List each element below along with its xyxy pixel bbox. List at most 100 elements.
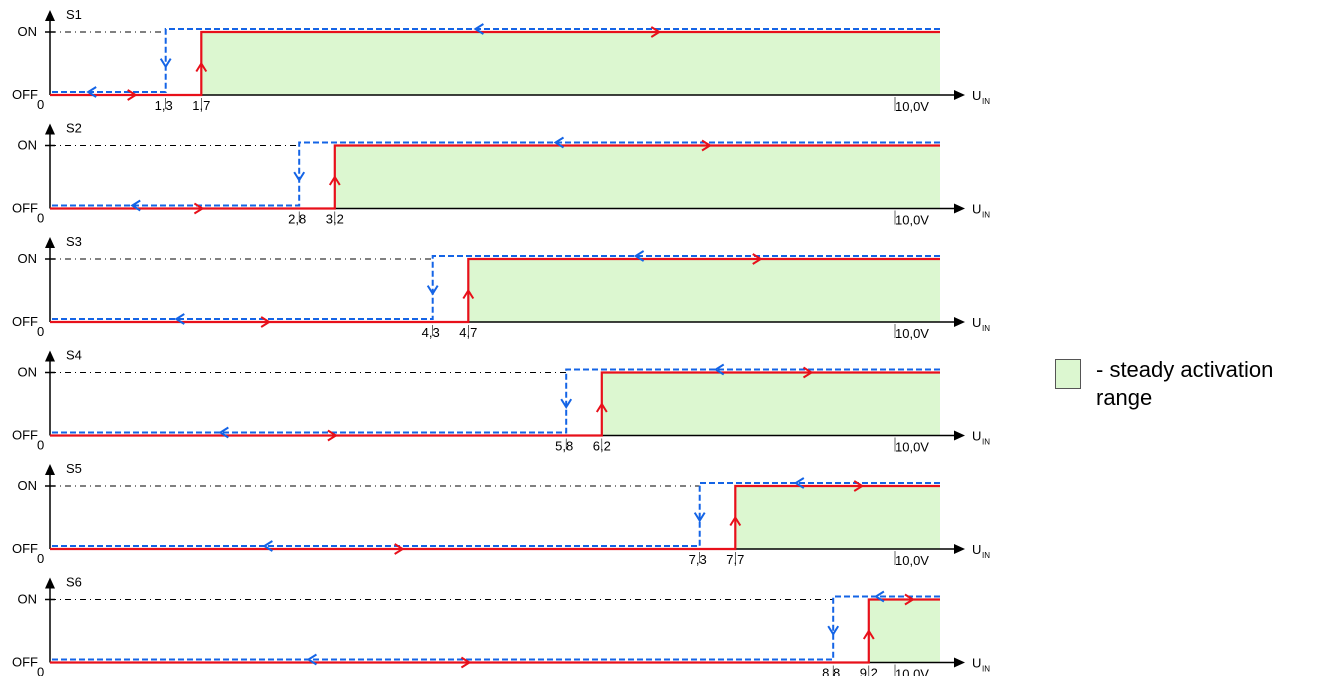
x-axis-arrow-icon xyxy=(954,544,965,554)
direction-arrow-down xyxy=(159,58,172,69)
x-unit-label: U xyxy=(972,429,981,444)
origin-label: 0 xyxy=(37,97,44,112)
direction-arrow-up xyxy=(595,402,608,413)
x-unit-label: U xyxy=(972,88,981,103)
x-unit-subscript: IN xyxy=(982,438,990,447)
direction-arrow-left xyxy=(86,86,97,98)
x-end-label: 10,0V xyxy=(895,213,929,228)
on-label: ON xyxy=(18,592,38,607)
on-label: ON xyxy=(18,251,38,266)
direction-arrow-left xyxy=(793,477,805,489)
off-threshold-label: 8,8 xyxy=(822,666,840,676)
x-unit-subscript: IN xyxy=(982,324,990,333)
x-end-label: 10,0V xyxy=(895,326,929,341)
x-unit-subscript: IN xyxy=(982,551,990,560)
x-end-label: 10,0V xyxy=(895,99,929,114)
y-axis-arrow-icon xyxy=(45,577,55,589)
x-unit-subscript: IN xyxy=(982,665,990,674)
x-unit-subscript: IN xyxy=(982,97,990,106)
off-label: OFF xyxy=(12,655,38,670)
direction-arrow-left xyxy=(473,23,484,35)
off-threshold-label: 1,3 xyxy=(155,98,173,113)
x-axis-arrow-icon xyxy=(954,317,965,327)
steady-activation-range xyxy=(868,599,940,663)
direction-arrow-down xyxy=(293,171,306,183)
origin-label: 0 xyxy=(37,324,44,339)
direction-arrow-left xyxy=(262,540,273,552)
steady-activation-range xyxy=(735,486,940,549)
direction-arrow-right xyxy=(853,480,865,492)
direction-arrow-left xyxy=(306,653,317,666)
x-unit-subscript: IN xyxy=(982,211,990,220)
direction-arrow-up xyxy=(729,515,742,527)
direction-arrow-right xyxy=(193,202,205,215)
origin-label: 0 xyxy=(37,438,44,453)
x-axis-arrow-icon xyxy=(954,430,965,441)
legend-swatch xyxy=(1055,359,1081,389)
switch-name-label: S1 xyxy=(66,7,82,22)
y-axis-arrow-icon xyxy=(45,10,55,21)
falling-path-line xyxy=(50,141,940,207)
y-axis-arrow-icon xyxy=(45,237,55,248)
steady-activation-range xyxy=(334,145,940,209)
direction-arrow-right xyxy=(904,593,915,606)
y-axis-arrow-icon xyxy=(45,464,55,475)
off-label: OFF xyxy=(12,201,38,216)
direction-arrow-left xyxy=(553,136,565,149)
x-unit-label: U xyxy=(972,656,981,671)
direction-arrow-left xyxy=(218,426,229,439)
x-axis-arrow-icon xyxy=(954,203,965,214)
falling-path-line xyxy=(50,595,940,661)
on-label: ON xyxy=(18,138,38,153)
direction-arrow-right xyxy=(802,366,814,379)
falling-path-line xyxy=(50,255,940,320)
direction-arrow-right xyxy=(327,429,338,442)
x-end-label: 10,0V xyxy=(895,553,929,568)
falling-path-line xyxy=(50,28,940,93)
direction-arrow-up xyxy=(862,629,875,640)
direction-arrow-right xyxy=(394,543,405,555)
off-threshold-label: 5,8 xyxy=(555,439,573,454)
off-label: OFF xyxy=(12,541,38,556)
direction-arrow-right xyxy=(460,656,472,669)
off-label: OFF xyxy=(12,428,38,443)
x-end-label: 10,0V xyxy=(895,667,929,676)
direction-arrow-right xyxy=(752,253,763,265)
x-unit-label: U xyxy=(972,542,981,557)
off-label: OFF xyxy=(12,314,38,329)
direction-arrow-right xyxy=(650,26,662,38)
direction-arrow-left xyxy=(174,313,185,325)
origin-label: 0 xyxy=(37,551,44,566)
direction-arrow-up xyxy=(462,288,475,300)
origin-label: 0 xyxy=(37,665,44,676)
off-threshold-label: 7,3 xyxy=(689,552,707,567)
direction-arrow-down xyxy=(426,285,439,296)
on-label: ON xyxy=(18,365,38,380)
direction-arrow-up xyxy=(328,175,341,186)
steady-activation-range xyxy=(468,259,940,322)
direction-arrow-right xyxy=(701,139,712,152)
x-end-label: 10,0V xyxy=(895,440,929,455)
direction-arrow-down xyxy=(827,625,840,637)
switch-name-label: S6 xyxy=(66,575,82,590)
legend-text: - steady activation range xyxy=(1096,357,1274,410)
direction-arrow-up xyxy=(195,61,208,73)
switch-name-label: S5 xyxy=(66,461,82,476)
x-axis-arrow-icon xyxy=(954,657,965,668)
direction-arrow-down xyxy=(693,512,706,523)
x-unit-label: U xyxy=(972,202,981,217)
direction-arrow-left xyxy=(130,199,141,212)
steady-activation-range xyxy=(201,32,941,95)
y-axis-arrow-icon xyxy=(45,350,55,362)
direction-arrow-right xyxy=(127,89,138,101)
on-label: ON xyxy=(18,478,38,493)
off-label: OFF xyxy=(12,87,38,102)
on-label: ON xyxy=(18,24,38,39)
x-axis-arrow-icon xyxy=(954,90,965,100)
